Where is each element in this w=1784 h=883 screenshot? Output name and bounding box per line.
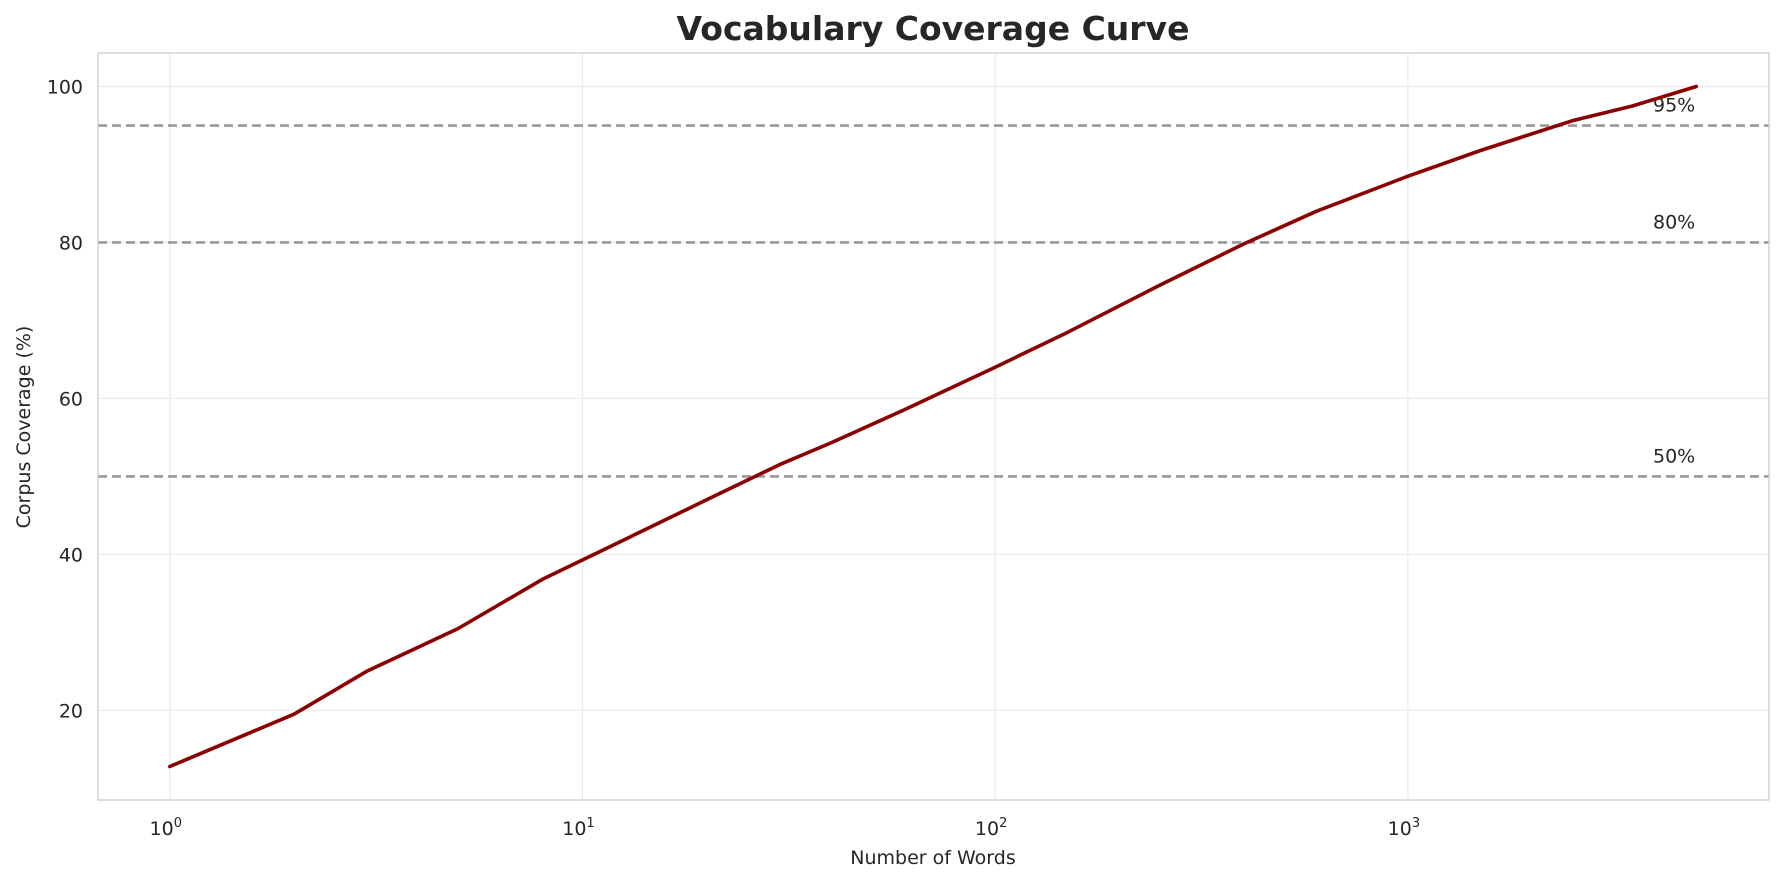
x-tick-label: 102	[975, 816, 1007, 840]
y-tick-label: 100	[47, 77, 83, 99]
x-tick-exponent: 1	[586, 816, 594, 831]
grid	[98, 53, 1769, 800]
reference-line-label: 95%	[1653, 95, 1695, 117]
y-tick-label: 80	[59, 232, 83, 254]
x-tick-label: 101	[562, 816, 594, 840]
x-tick-exponent: 0	[174, 816, 182, 831]
y-tick-label: 20	[59, 700, 83, 722]
y-axis-label: Corpus Coverage (%)	[13, 326, 35, 529]
series-layer	[168, 84, 1699, 769]
coverage-series-line	[168, 84, 1699, 769]
x-tick-labels: 100 101 102 103	[150, 816, 1421, 840]
x-tick-exponent: 2	[999, 816, 1007, 831]
x-tick-base: 10	[975, 818, 999, 840]
reference-line-label: 50%	[1653, 445, 1695, 467]
reference-line-label: 80%	[1653, 211, 1695, 233]
chart-title: Vocabulary Coverage Curve	[677, 9, 1190, 48]
x-tick-base: 10	[1388, 818, 1412, 840]
x-axis-label: Number of Words	[850, 847, 1015, 869]
x-tick-label: 100	[150, 816, 182, 840]
x-tick-base: 10	[150, 818, 174, 840]
x-tick-base: 10	[562, 818, 586, 840]
plot-frame	[97, 52, 1770, 801]
y-tick-labels: 20 40 60 80 100	[47, 77, 83, 723]
x-tick-exponent: 3	[1412, 816, 1420, 831]
x-tick-label: 103	[1388, 816, 1420, 840]
y-tick-label: 60	[59, 388, 83, 410]
y-tick-label: 40	[59, 544, 83, 566]
reference-lines: 95% 80% 50%	[98, 95, 1769, 478]
